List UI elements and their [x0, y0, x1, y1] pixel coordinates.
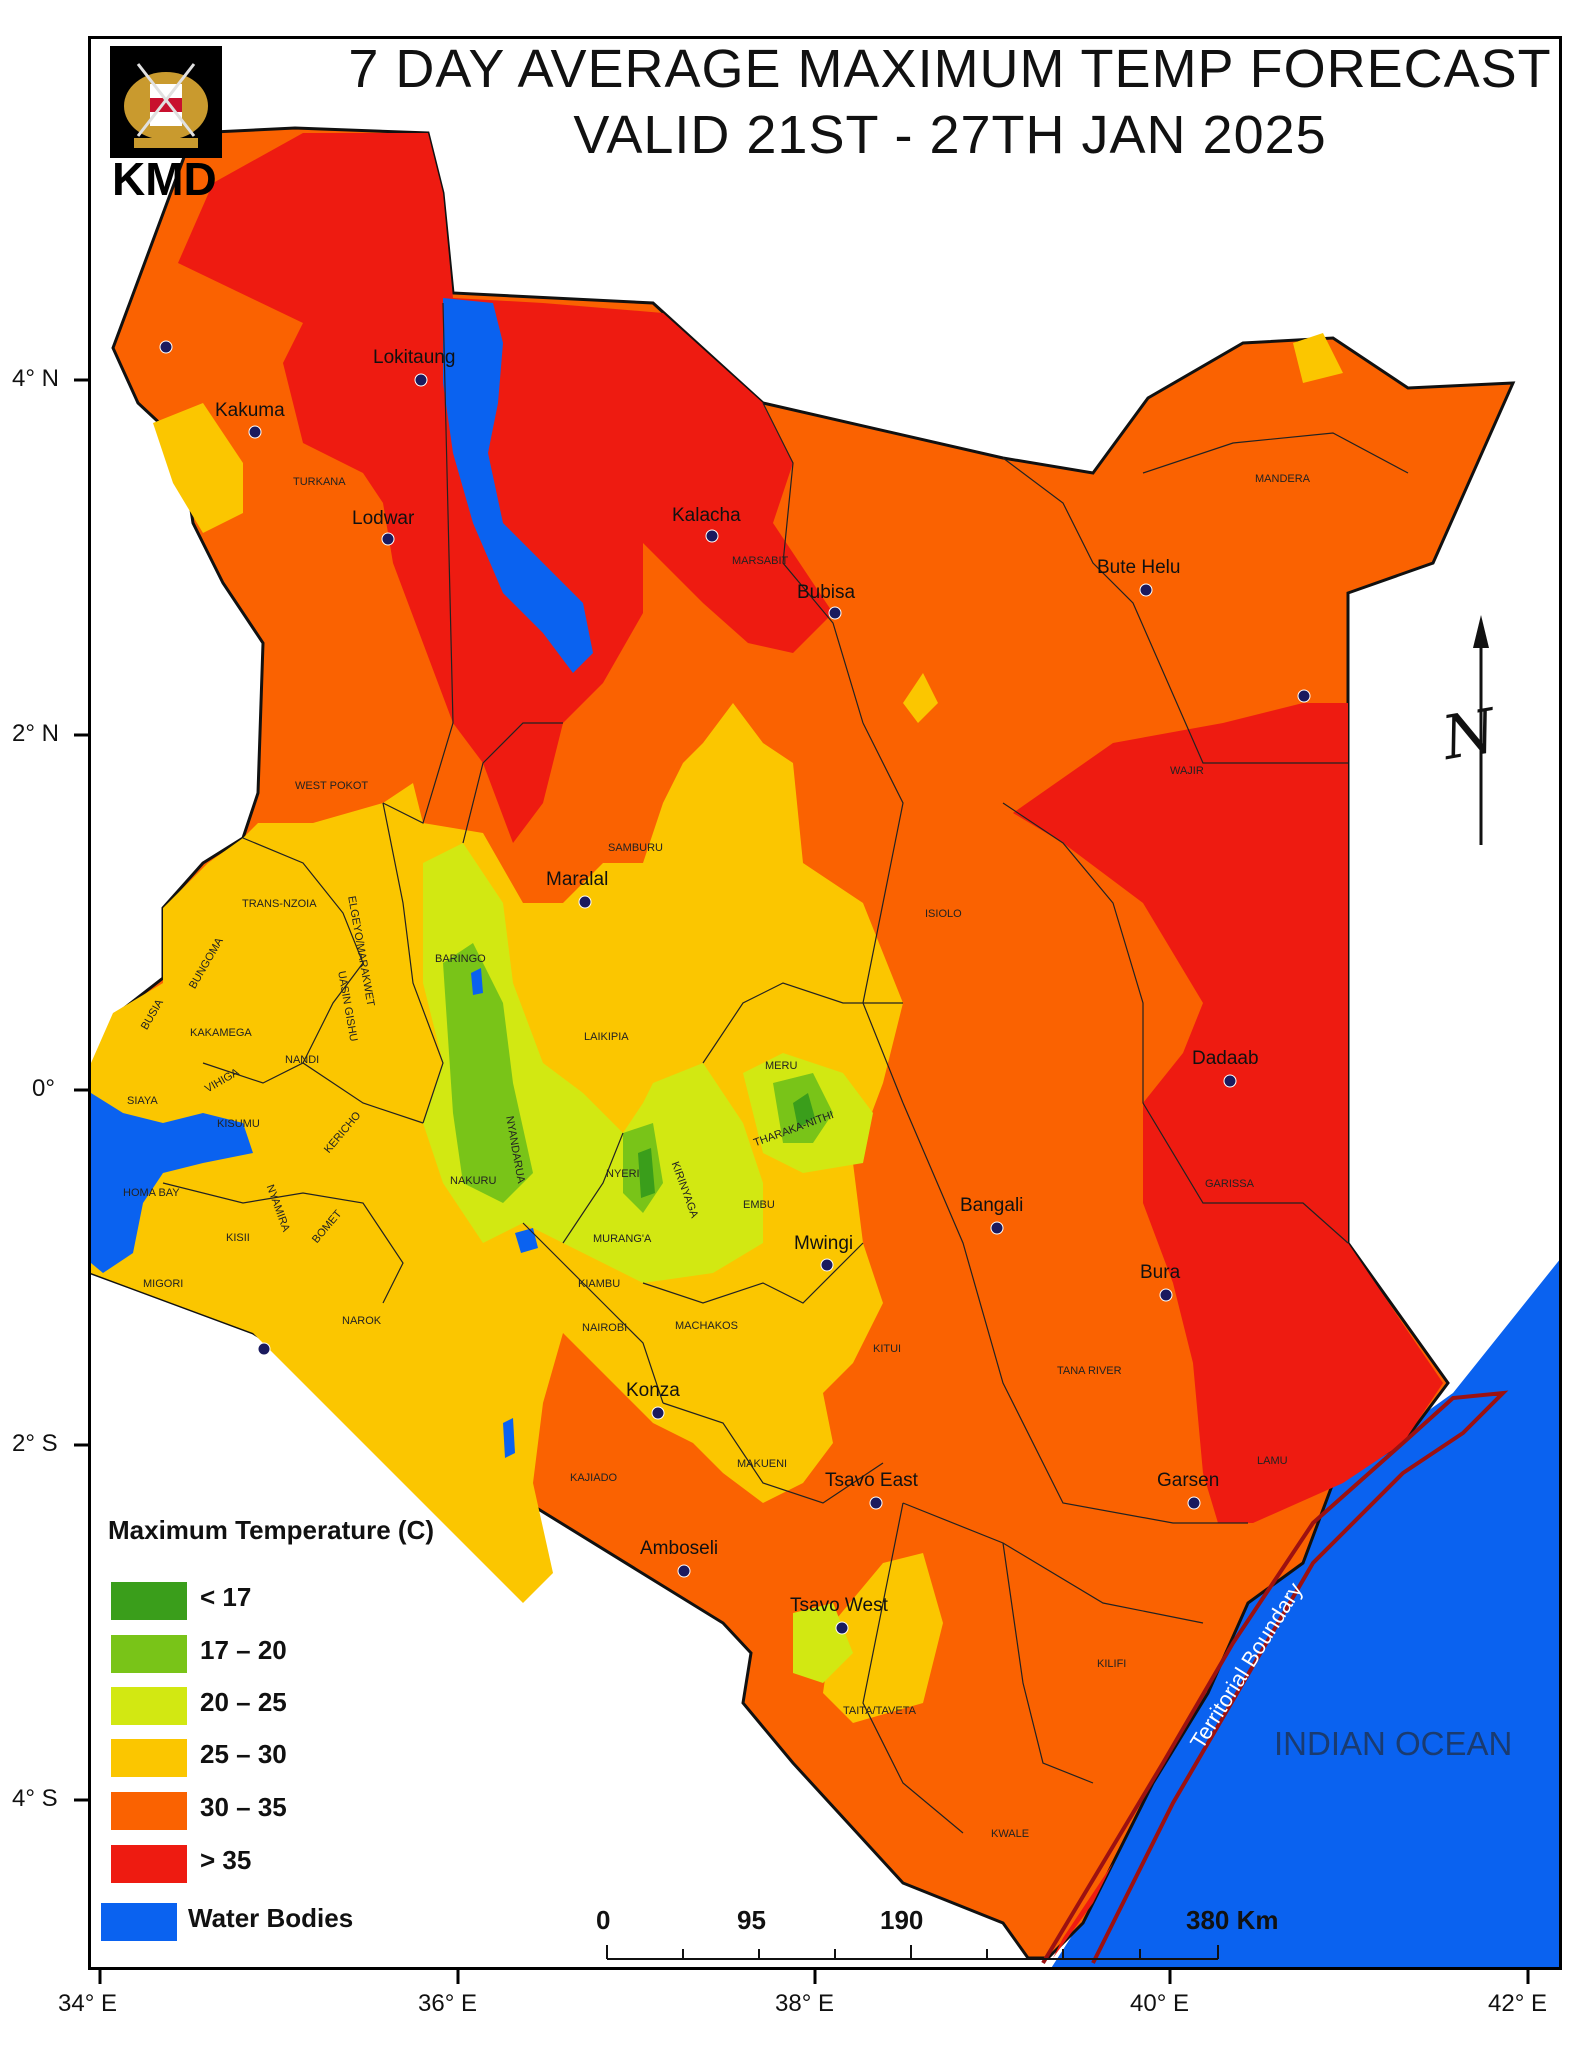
county-label: MAKUENI [737, 1458, 788, 1470]
county-label: NAROK [342, 1315, 382, 1327]
temperature-map [91, 126, 1559, 1967]
county-label: MANDERA [1255, 473, 1311, 485]
lat-tick-label: 4° S [12, 1785, 58, 1812]
logo-text: KMD [112, 153, 217, 205]
county-label: TURKANA [293, 476, 346, 488]
lat-tick-label: 2° S [12, 1430, 58, 1457]
place-label: Bura [1140, 1262, 1181, 1283]
place-label: Garsen [1157, 1470, 1220, 1491]
place-label: Bubisa [797, 582, 856, 603]
county-label: TAITA/TAVETA [843, 1705, 916, 1717]
place-label: Kalacha [672, 505, 741, 526]
territorial-boundary [1041, 1390, 1509, 1965]
lon-tick-label: 42° E [1488, 1990, 1547, 2017]
place-label: Dadaab [1192, 1048, 1259, 1069]
north-arrow-icon [1473, 615, 1489, 845]
county-label: NAKURU [450, 1175, 497, 1187]
county-label: ISIOLO [925, 908, 962, 920]
zone-below-17 [638, 1093, 815, 1198]
place-label: Bangali [960, 1195, 1024, 1216]
map-subtitle: VALID 21ST - 27TH JAN 2025 [573, 105, 1327, 165]
county-label: KWALE [991, 1828, 1030, 1840]
lat-tick-label: 4° N [12, 365, 59, 392]
scale-label: 190 [880, 1905, 924, 1935]
lon-tick-label: 38° E [775, 1990, 834, 2017]
county-label: KAJIADO [570, 1472, 618, 1484]
kmd-logo [110, 46, 222, 158]
county-label: MACHAKOS [675, 1320, 738, 1332]
place-label: Kakuma [215, 400, 285, 421]
place-label: Bute Helu [1097, 557, 1181, 578]
legend-swatch-water [101, 1903, 177, 1941]
legend-label-20-25: 20 – 25 [200, 1687, 287, 1717]
place-label: Mwingi [794, 1233, 854, 1254]
map-frame [88, 36, 1562, 1970]
place-markers [159, 340, 1311, 1635]
map-title: 7 DAY AVERAGE MAXIMUM TEMP FORECAST [348, 39, 1552, 99]
county-label: BARINGO [435, 953, 486, 965]
county-label: SAMBURU [608, 842, 664, 854]
legend-swatch-17-20 [111, 1635, 187, 1673]
lon-tick-label: 40° E [1130, 1990, 1189, 2017]
north-letter: N [1437, 695, 1502, 775]
county-label: KISUMU [217, 1118, 260, 1130]
county-label: HOMA BAY [123, 1187, 180, 1199]
legend-label-30-35: 30 – 35 [200, 1792, 287, 1822]
county-label: MIGORI [143, 1278, 184, 1290]
scale-label: 95 [737, 1905, 766, 1935]
place-label: Tsavo West [790, 1595, 888, 1616]
place-label: Lokitaung [373, 347, 456, 368]
county-label: TANA RIVER [1057, 1365, 1122, 1377]
county-label: MERU [765, 1060, 798, 1072]
county-label: KILIFI [1097, 1658, 1127, 1670]
county-label: KITUI [873, 1343, 902, 1355]
place-label: Amboseli [640, 1538, 719, 1559]
county-label: NANDI [285, 1054, 320, 1066]
county-label: WAJIR [1170, 765, 1204, 777]
county-label: EMBU [743, 1199, 775, 1211]
county-label: LAMU [1257, 1455, 1288, 1467]
scale-label: 380 Km [1186, 1905, 1279, 1935]
county-label: WEST POKOT [295, 780, 369, 792]
legend-label-25-30: 25 – 30 [200, 1739, 287, 1769]
county-label: TRANS-NZOIA [242, 898, 317, 910]
legend-swatches [101, 1582, 187, 1941]
legend-title: Maximum Temperature (C) [108, 1515, 435, 1545]
county-label: NAIROBI [582, 1322, 628, 1334]
county-label: KAKAMEGA [190, 1027, 252, 1039]
lon-tick-label: 34° E [58, 1990, 117, 2017]
legend-swatch-25-30 [111, 1739, 187, 1777]
place-label: Lodwar [352, 508, 415, 529]
place-label: Konza [626, 1380, 680, 1401]
legend-swatch-above-35 [111, 1845, 187, 1883]
legend-label-above-35: > 35 [200, 1845, 252, 1875]
county-boundaries [162, 302, 1409, 1834]
legend-label-17-20: 17 – 20 [200, 1635, 287, 1665]
county-label: GARISSA [1205, 1178, 1254, 1190]
county-label: MURANG'A [593, 1233, 652, 1245]
scale-label: 0 [596, 1905, 611, 1935]
county-label: LAIKIPIA [584, 1031, 629, 1043]
county-label: KIAMBU [578, 1278, 621, 1290]
legend-label-water-bodies: Water Bodies [188, 1903, 354, 1933]
legend-label-below-17: < 17 [200, 1582, 252, 1612]
lat-tick-label: 0° [32, 1075, 55, 1102]
legend-swatch-30-35 [111, 1792, 187, 1830]
county-label: KISII [226, 1232, 250, 1244]
lon-tick-label: 36° E [418, 1990, 477, 2017]
county-label: NYERI [606, 1168, 640, 1180]
lat-tick-label: 2° N [12, 720, 59, 747]
kenya-coat-of-arms-icon [110, 46, 222, 158]
county-label: SIAYA [127, 1095, 158, 1107]
place-label: Tsavo East [825, 1470, 918, 1491]
scale-bar-graphic [606, 1945, 1219, 1960]
legend-swatch-below-17 [111, 1582, 187, 1620]
water-bodies [91, 298, 593, 1458]
ocean-label: INDIAN OCEAN [1274, 1725, 1513, 1762]
county-label: MARSABIT [732, 555, 789, 567]
legend-swatch-20-25 [111, 1687, 187, 1725]
zone-above-35 [178, 133, 1443, 1958]
place-label: Maralal [546, 869, 609, 890]
